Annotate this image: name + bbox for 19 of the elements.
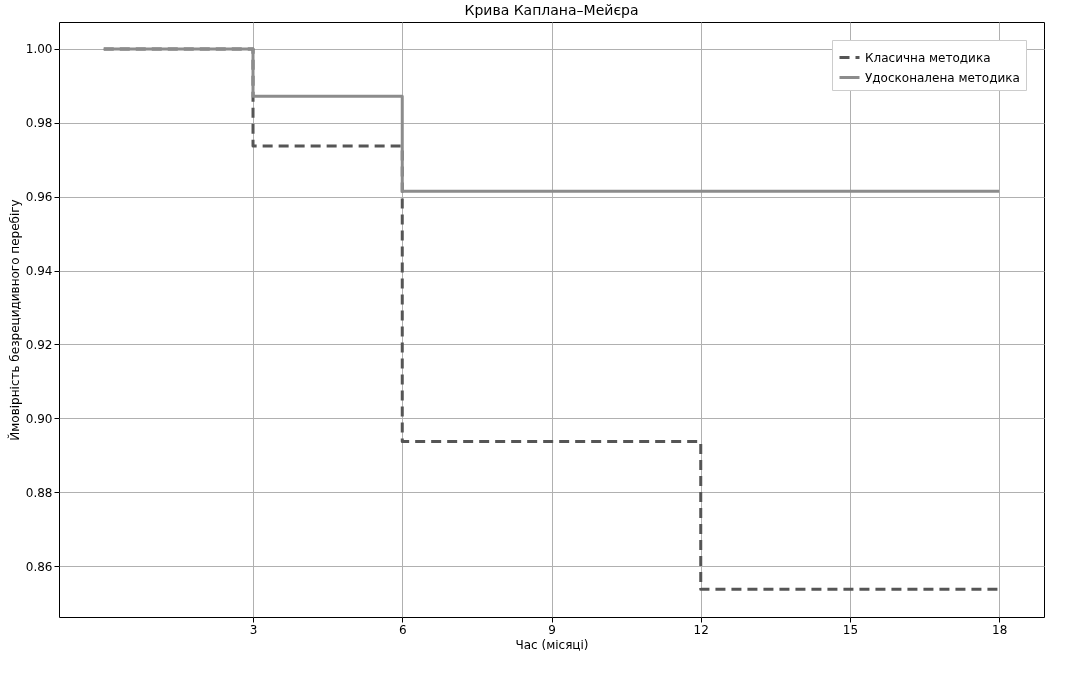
y-tick-label: 0.90 — [25, 411, 53, 426]
y-tick-label: 0.86 — [25, 559, 53, 574]
legend-label: Класична методика — [865, 50, 991, 65]
y-axis-title: Ймовірність безрецидивного перебігу — [6, 199, 22, 441]
y-tick-label: 1.00 — [25, 42, 53, 57]
x-axis-title: Час (місяці) — [515, 637, 589, 652]
y-tick-label: 0.94 — [25, 264, 53, 279]
x-tick-label: 12 — [693, 622, 709, 637]
x-tick-label: 15 — [842, 622, 859, 637]
y-tick-label: 0.92 — [25, 337, 53, 352]
x-tick-label: 9 — [548, 622, 556, 637]
chart-title: Крива Каплана–Мейєра — [464, 2, 639, 18]
y-tick-label: 0.96 — [25, 190, 53, 205]
y-tick-label: 0.98 — [25, 116, 53, 131]
legend-label: Удосконалена методика — [865, 70, 1020, 85]
x-tick-label: 18 — [992, 622, 1008, 637]
x-tick-label: 6 — [398, 622, 407, 637]
y-tick-label: 0.88 — [25, 485, 53, 500]
x-tick-label: 3 — [249, 622, 258, 637]
